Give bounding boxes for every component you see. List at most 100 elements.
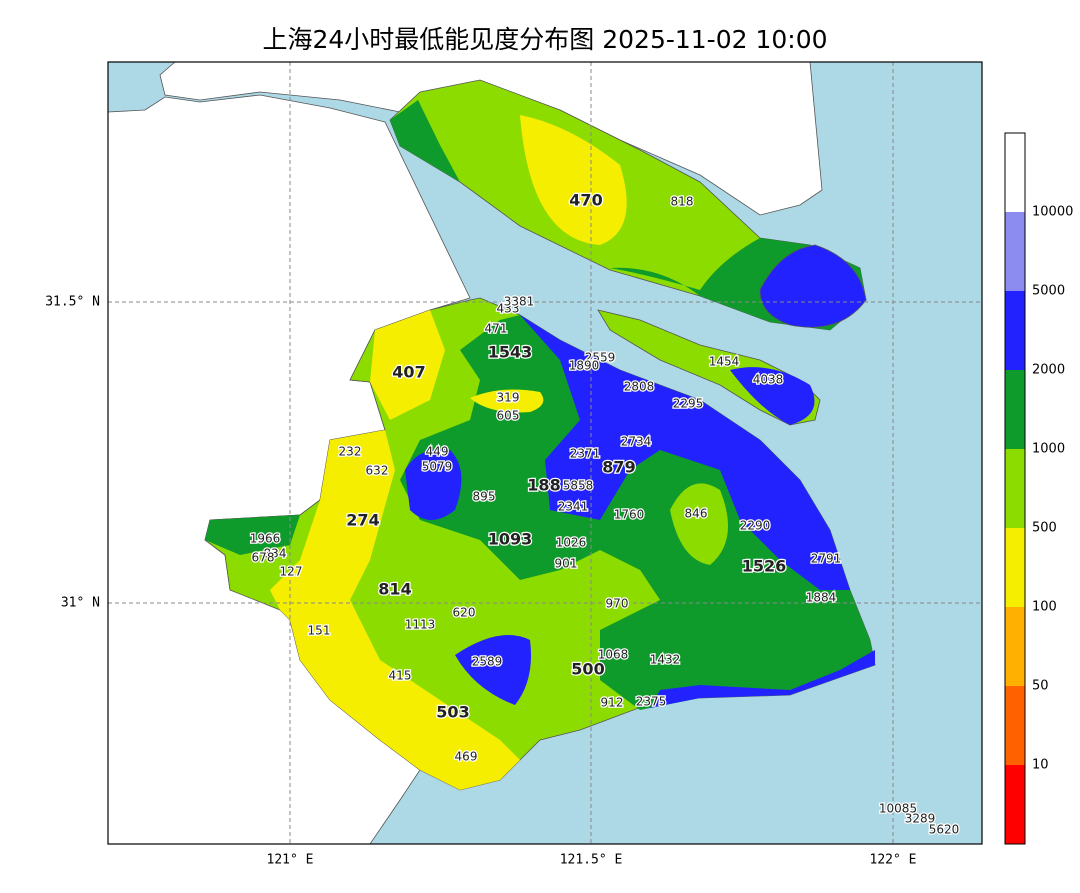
station-value: 433 bbox=[497, 302, 520, 316]
station-value: 1068 bbox=[598, 648, 629, 662]
colorbar-segment bbox=[1005, 449, 1025, 528]
colorbar-segment bbox=[1005, 212, 1025, 291]
station-value: 1543 bbox=[488, 343, 533, 362]
station-value: 188 bbox=[527, 476, 560, 495]
chongming-west bbox=[390, 100, 460, 182]
station-value: 2589 bbox=[472, 655, 503, 669]
station-value: 503 bbox=[436, 703, 469, 722]
colorbar-segment bbox=[1005, 607, 1025, 686]
station-value: 814 bbox=[378, 580, 411, 599]
station-value: 3289 bbox=[905, 812, 936, 826]
colorbar-segment bbox=[1005, 291, 1025, 370]
colorbar-segment bbox=[1005, 133, 1025, 212]
station-value: 901 bbox=[555, 557, 578, 571]
station-value: 1884 bbox=[806, 591, 837, 605]
station-value: 274 bbox=[346, 511, 379, 530]
green-band bbox=[590, 568, 660, 630]
south-blue bbox=[650, 650, 875, 708]
colorbar-segment bbox=[1005, 765, 1025, 844]
station-value: 449 bbox=[426, 445, 449, 459]
station-value: 605 bbox=[497, 409, 520, 423]
colorbar-label: 10000 bbox=[1032, 205, 1073, 220]
colorbar-label: 50 bbox=[1032, 679, 1049, 694]
lat-label: 31° N bbox=[61, 596, 100, 611]
station-value: 2341 bbox=[558, 500, 589, 514]
station-value: 678 bbox=[252, 551, 275, 565]
station-value: 1432 bbox=[650, 653, 681, 667]
yellow-patch bbox=[470, 389, 544, 413]
map-frame bbox=[107, 61, 983, 845]
lon-label: 121° E bbox=[267, 853, 314, 868]
colorbar: 10000 5000 2000 1000 500 100 50 10 bbox=[1004, 132, 1073, 845]
lat-label: 31.5° N bbox=[45, 295, 100, 310]
station-value: 2791 bbox=[811, 552, 842, 566]
station-value: 879 bbox=[602, 458, 635, 477]
west-yellow bbox=[270, 430, 520, 790]
station-value: 2371 bbox=[570, 447, 601, 461]
colorbar-segment bbox=[1005, 686, 1025, 765]
station-value: 1113 bbox=[405, 618, 436, 632]
station-value: 818 bbox=[671, 195, 694, 209]
colorbar-label: 5000 bbox=[1032, 284, 1065, 299]
graticule bbox=[108, 62, 982, 844]
station-value: 500 bbox=[571, 660, 604, 679]
lon-label: 121.5° E bbox=[560, 853, 623, 868]
chongming-yellow bbox=[520, 115, 627, 245]
colorbar-label: 100 bbox=[1032, 600, 1057, 615]
station-value: 1890 bbox=[569, 359, 600, 373]
west-green bbox=[205, 515, 300, 555]
station-value: 407 bbox=[392, 363, 425, 382]
map bbox=[108, 62, 982, 844]
station-value: 912 bbox=[601, 696, 624, 710]
station-value: 5620 bbox=[929, 823, 960, 837]
station-value: 2734 bbox=[621, 435, 652, 449]
station-value: 2375 bbox=[636, 695, 667, 709]
station-value: 1026 bbox=[556, 536, 587, 550]
station-value: 1966 bbox=[250, 532, 281, 546]
station-value: 469 bbox=[455, 750, 478, 764]
station-value: 1454 bbox=[709, 355, 740, 369]
station-value: 319 bbox=[497, 391, 520, 405]
colorbar-label: 10 bbox=[1032, 758, 1049, 773]
colorbar-segment bbox=[1005, 528, 1025, 607]
station-value: 1526 bbox=[742, 557, 787, 576]
station-value: 895 bbox=[473, 490, 496, 504]
station-value: 5858 bbox=[563, 479, 594, 493]
station-value: 127 bbox=[280, 565, 303, 579]
station-value: 834 bbox=[264, 547, 287, 561]
blue-patch-2 bbox=[455, 635, 531, 705]
station-value: 970 bbox=[606, 597, 629, 611]
colorbar-label: 1000 bbox=[1032, 442, 1065, 457]
green-island bbox=[670, 483, 728, 565]
east-blue bbox=[520, 315, 850, 590]
station-value: 471 bbox=[485, 322, 508, 336]
station-value: 151 bbox=[308, 624, 331, 638]
station-value: 1093 bbox=[488, 530, 533, 549]
station-value: 415 bbox=[389, 669, 412, 683]
lon-label: 122° E bbox=[870, 853, 917, 868]
station-value: 2295 bbox=[673, 397, 704, 411]
station-value: 632 bbox=[366, 464, 389, 478]
north-yellow bbox=[370, 310, 445, 420]
title: 上海24小时最低能见度分布图 2025-11-02 10:00 bbox=[262, 25, 827, 54]
station-value: 1760 bbox=[614, 508, 645, 522]
station-value: 232 bbox=[339, 445, 362, 459]
colorbar-frame bbox=[1004, 132, 1026, 845]
station-value: 2290 bbox=[740, 519, 771, 533]
station-value: 10085 bbox=[879, 802, 917, 816]
chongming-blue bbox=[759, 244, 867, 328]
station-value: 4038 bbox=[753, 373, 784, 387]
station-value: 620 bbox=[453, 606, 476, 620]
colorbar-segment bbox=[1005, 370, 1025, 449]
colorbar-label: 500 bbox=[1032, 521, 1057, 536]
blue-patch-1 bbox=[405, 449, 462, 520]
station-value: 2808 bbox=[624, 380, 655, 394]
station-value: 5079 bbox=[422, 460, 453, 474]
station-value: 470 bbox=[569, 191, 602, 210]
station-value: 2559 bbox=[585, 351, 616, 365]
central-green bbox=[400, 315, 875, 710]
station-value: 846 bbox=[685, 507, 708, 521]
hengsha-blue bbox=[730, 367, 815, 425]
